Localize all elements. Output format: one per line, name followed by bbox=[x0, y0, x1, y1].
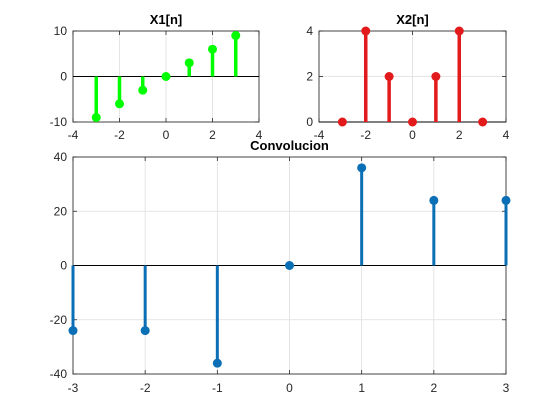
subplot-convolution: -3 -2 -1 0 1 2 3 -40 -20 0 20 40 Convolucion bbox=[50, 138, 511, 395]
stem-marker bbox=[384, 72, 394, 81]
x-tick-label: -4 bbox=[68, 128, 79, 142]
stem-marker bbox=[140, 326, 150, 336]
stem-marker bbox=[454, 26, 464, 36]
x-tick-label: -2 bbox=[360, 128, 371, 142]
y-tick-label: 40 bbox=[54, 150, 68, 164]
stem-marker bbox=[208, 44, 217, 54]
y-tick-label: -10 bbox=[50, 115, 68, 129]
stem-marker bbox=[68, 326, 78, 336]
stem-marker bbox=[478, 117, 488, 127]
subplot-x2: -4 -2 0 2 4 0 2 4 X2[n] bbox=[306, 12, 509, 142]
stem-marker bbox=[408, 117, 417, 127]
plot-title: X1[n] bbox=[150, 12, 183, 27]
x-tick-label: -1 bbox=[212, 381, 223, 395]
x-tick-label: -3 bbox=[68, 381, 79, 395]
stem-marker bbox=[429, 195, 439, 205]
subplot-x1: -4 -2 0 2 4 -10 0 10 X1[n] bbox=[50, 12, 263, 142]
x-tick-label: 2 bbox=[430, 381, 437, 395]
stem-marker bbox=[231, 31, 241, 41]
stem-marker bbox=[501, 195, 511, 205]
y-tick-label: 20 bbox=[54, 204, 68, 218]
stem-marker bbox=[161, 72, 171, 81]
stem-marker bbox=[285, 261, 294, 270]
x-tick-label: -2 bbox=[140, 381, 151, 395]
x-tick-label: 2 bbox=[209, 128, 216, 142]
x-tick-label: 0 bbox=[286, 381, 293, 395]
y-tick-label: 4 bbox=[306, 24, 313, 38]
y-tick-label: 2 bbox=[306, 70, 313, 84]
stem-marker bbox=[138, 85, 148, 95]
stem-marker bbox=[337, 117, 347, 127]
x-tick-label: 3 bbox=[503, 381, 510, 395]
plot-title: X2[n] bbox=[396, 12, 429, 27]
x-tick-label: 0 bbox=[409, 128, 416, 142]
y-tick-label: -20 bbox=[50, 313, 68, 327]
x-tick-label: 4 bbox=[503, 128, 510, 142]
stem-marker bbox=[184, 58, 194, 68]
y-tick-label: 10 bbox=[54, 24, 68, 38]
stem-marker bbox=[115, 99, 124, 109]
x-tick-label: -2 bbox=[114, 128, 125, 142]
x-tick-label: 2 bbox=[456, 128, 463, 142]
stem-marker bbox=[91, 112, 101, 122]
x-tick-label: 1 bbox=[358, 381, 365, 395]
x-tick-label: 4 bbox=[256, 128, 263, 142]
stem-marker bbox=[431, 72, 441, 81]
stem-marker bbox=[357, 163, 367, 173]
y-tick-label: -40 bbox=[50, 367, 68, 381]
y-tick-label: 0 bbox=[306, 115, 313, 129]
x-tick-label: -4 bbox=[314, 128, 325, 142]
plot-title: Convolucion bbox=[250, 138, 329, 153]
stem-marker bbox=[361, 26, 371, 36]
stem-marker bbox=[212, 358, 222, 368]
y-tick-label: 0 bbox=[60, 70, 67, 84]
x-tick-label: 0 bbox=[163, 128, 170, 142]
y-tick-label: 0 bbox=[60, 259, 67, 273]
